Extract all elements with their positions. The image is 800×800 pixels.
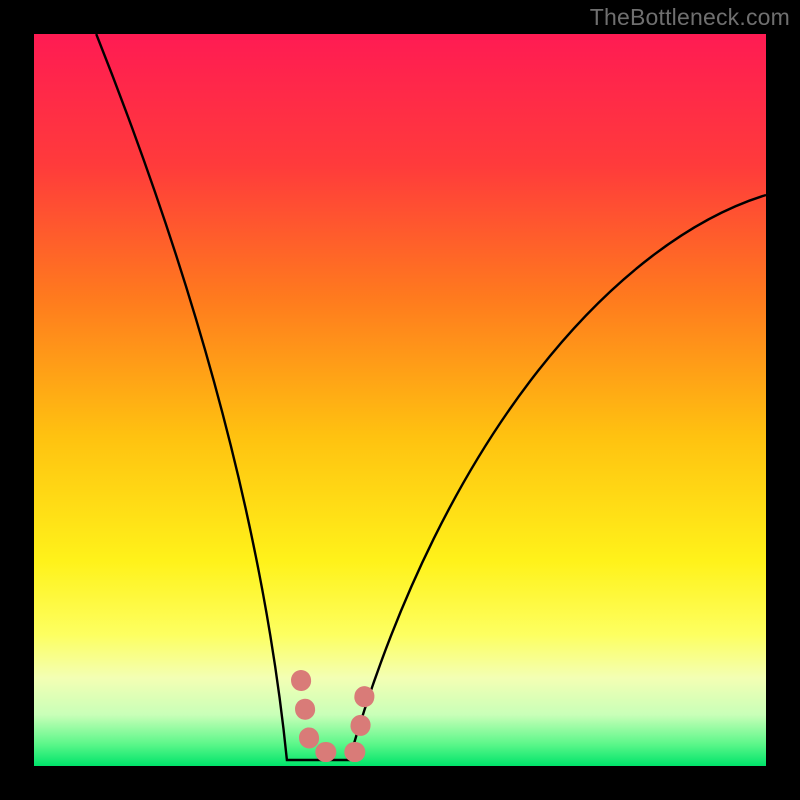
chart-frame: TheBottleneck.com <box>0 0 800 800</box>
plot-background <box>34 34 766 766</box>
chart-svg <box>0 0 800 800</box>
